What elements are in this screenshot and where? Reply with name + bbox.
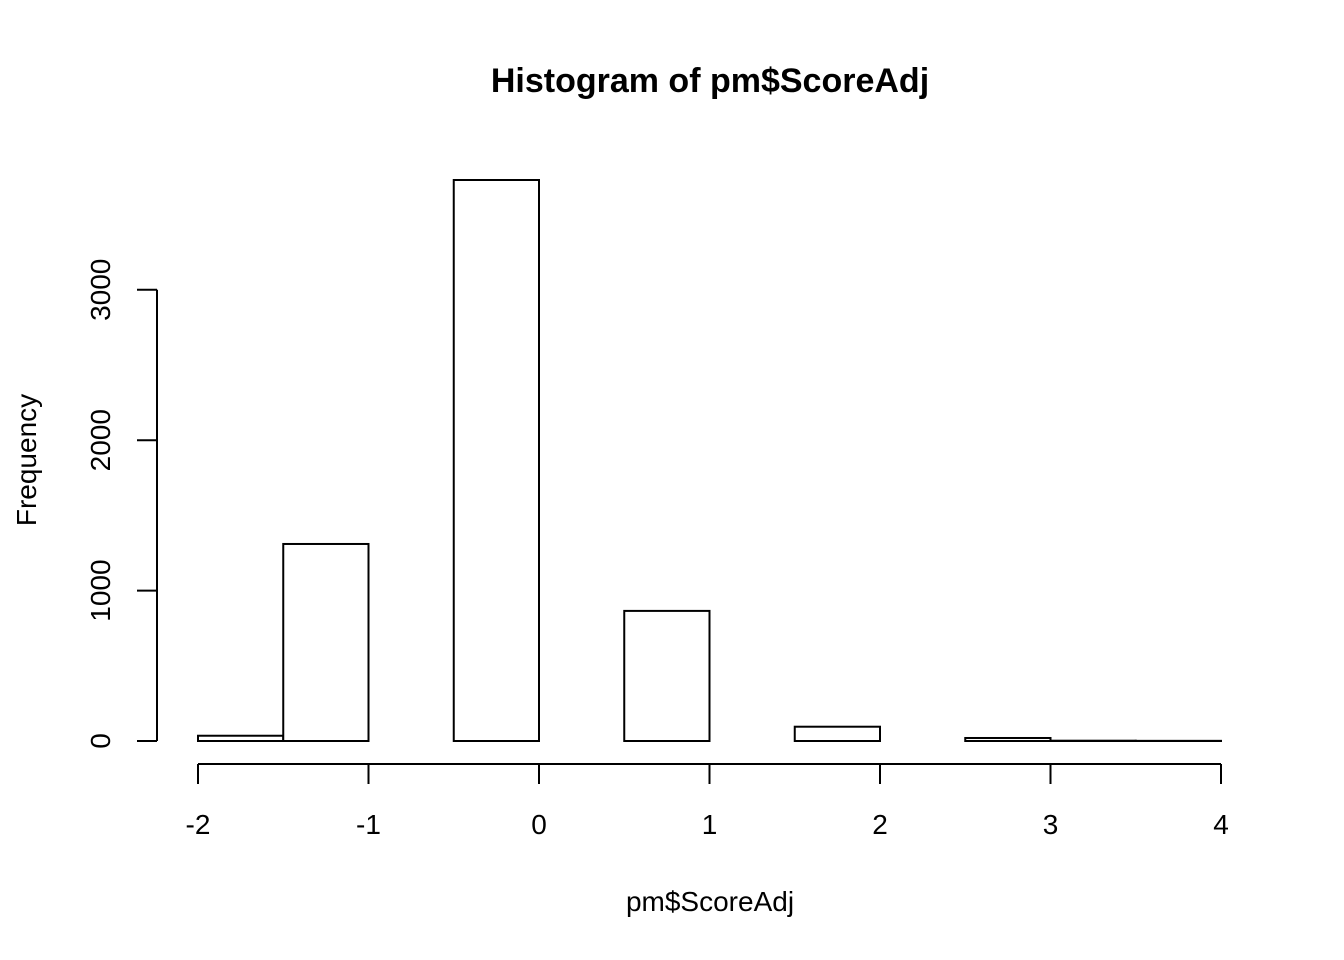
histogram-bar-0 (197, 734, 285, 742)
histogram-bars (197, 179, 1222, 743)
y-tick-label-0: 0 (85, 733, 116, 749)
x-axis-label: pm$ScoreAdj (626, 886, 794, 917)
y-tick-label-1: 1000 (85, 559, 116, 621)
y-tick-label-2: 2000 (85, 409, 116, 471)
x-tick-label-3: 1 (702, 809, 718, 840)
x-tick-label-6: 4 (1213, 809, 1229, 840)
x-axis: -2 -1 0 1 2 3 4 (186, 763, 1229, 840)
histogram-bar-1 (282, 542, 370, 743)
histogram-bar-3 (452, 179, 540, 742)
x-tick-label-0: -2 (186, 809, 211, 840)
histogram-bar-9 (964, 736, 1052, 742)
y-tick-label-3: 3000 (85, 259, 116, 321)
y-axis-label: Frequency (11, 394, 42, 526)
histogram-bar-7 (793, 725, 881, 742)
histogram-bar-5 (623, 609, 711, 743)
x-tick-label-2: 0 (531, 809, 547, 840)
x-tick-label-4: 2 (872, 809, 888, 840)
x-tick-label-1: -1 (356, 809, 381, 840)
chart-title: Histogram of pm$ScoreAdj (491, 62, 929, 100)
y-axis: 0 1000 2000 3000 (85, 259, 158, 749)
x-tick-label-5: 3 (1043, 809, 1059, 840)
